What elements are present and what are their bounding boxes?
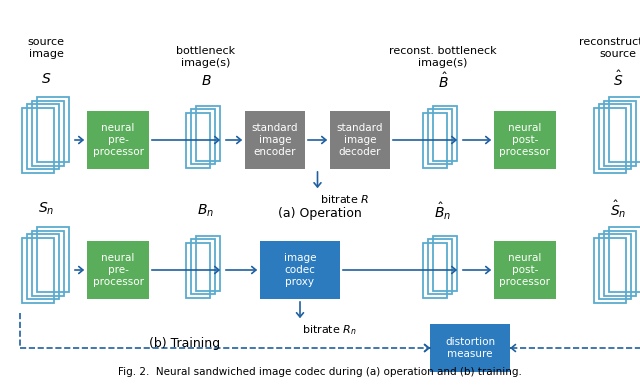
Text: image
codec
proxy: image codec proxy: [284, 253, 316, 287]
FancyBboxPatch shape: [330, 111, 390, 169]
Text: (a) Operation: (a) Operation: [278, 208, 362, 221]
Text: $S_n$: $S_n$: [38, 201, 54, 217]
FancyBboxPatch shape: [494, 111, 556, 169]
Text: $B_n$: $B_n$: [198, 203, 214, 219]
FancyBboxPatch shape: [494, 241, 556, 299]
Text: distortion
measure: distortion measure: [445, 337, 495, 359]
FancyBboxPatch shape: [260, 241, 340, 299]
FancyBboxPatch shape: [87, 241, 149, 299]
Text: $\hat{S}_n$: $\hat{S}_n$: [610, 198, 626, 220]
Text: $\hat{B}$: $\hat{B}$: [438, 71, 449, 90]
Text: $\hat{S}$: $\hat{S}$: [613, 69, 623, 89]
Text: bitrate $R$: bitrate $R$: [319, 193, 369, 205]
FancyBboxPatch shape: [87, 111, 149, 169]
Text: reconst. bottleneck
image(s): reconst. bottleneck image(s): [389, 46, 497, 67]
Text: source
image: source image: [28, 37, 65, 59]
Text: neural
post-
processor: neural post- processor: [499, 253, 550, 287]
Text: neural
pre-
processor: neural pre- processor: [93, 253, 143, 287]
Text: reconstructed
source: reconstructed source: [579, 37, 640, 59]
FancyBboxPatch shape: [245, 111, 305, 169]
Text: $\hat{B}_n$: $\hat{B}_n$: [435, 200, 452, 222]
Text: $S$: $S$: [41, 72, 51, 86]
Text: neural
pre-
processor: neural pre- processor: [93, 122, 143, 157]
Text: neural
post-
processor: neural post- processor: [499, 122, 550, 157]
Text: bottleneck
image(s): bottleneck image(s): [177, 46, 236, 67]
Text: bitrate $R_n$: bitrate $R_n$: [302, 323, 356, 337]
Text: Fig. 2.  Neural sandwiched image codec during (a) operation and (b) training.: Fig. 2. Neural sandwiched image codec du…: [118, 367, 522, 377]
Text: $B$: $B$: [201, 74, 211, 88]
Text: standard
image
decoder: standard image decoder: [337, 122, 383, 157]
Text: (b) Training: (b) Training: [149, 336, 221, 350]
Text: standard
image
encoder: standard image encoder: [252, 122, 298, 157]
FancyBboxPatch shape: [430, 324, 510, 372]
